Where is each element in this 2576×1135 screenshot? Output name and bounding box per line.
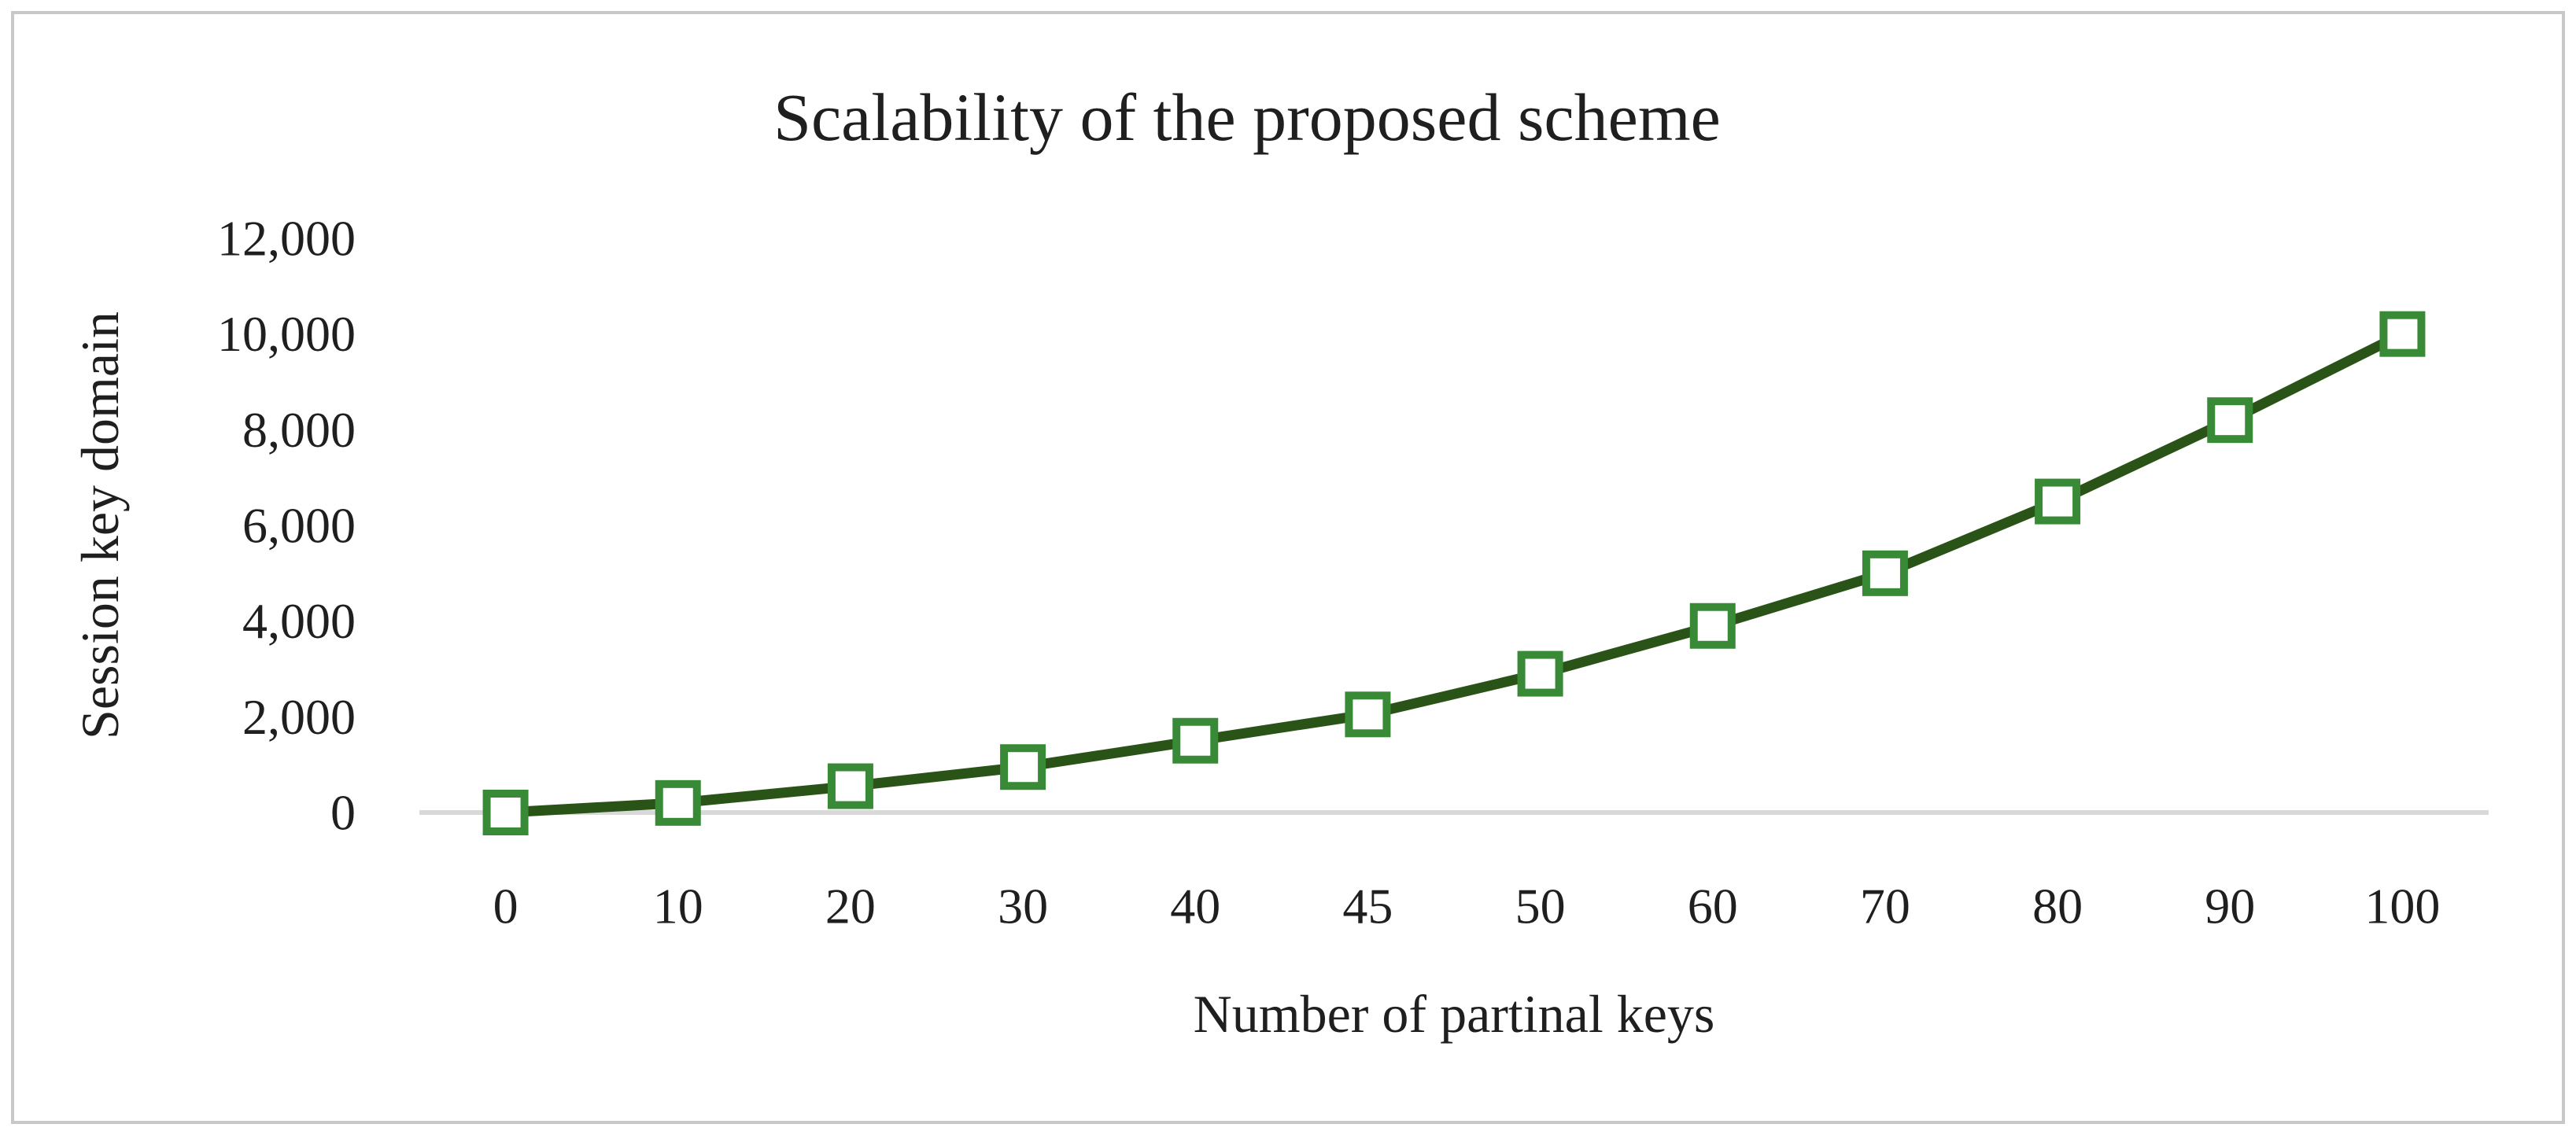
data-point-marker [655, 779, 701, 826]
data-point-marker [2035, 478, 2081, 525]
x-tick-label: 10 [653, 879, 703, 934]
data-point-marker [1000, 744, 1046, 790]
x-tick-label: 50 [1515, 879, 1566, 934]
x-tick-label: 45 [1342, 879, 1393, 934]
y-tick-label: 2,000 [242, 689, 356, 745]
y-tick-label: 4,000 [242, 593, 356, 649]
x-tick-label: 40 [1170, 879, 1220, 934]
x-tick-label: 70 [1860, 879, 1910, 934]
chart-frame-border [11, 11, 2565, 1124]
x-tick-label: 100 [2364, 879, 2440, 934]
series-markers [482, 311, 2426, 835]
x-axis-title: Number of partinal keys [1194, 984, 1715, 1044]
data-point-marker [1862, 550, 1908, 596]
y-axis-title: Session key domain [70, 311, 130, 739]
y-tick-label: 10,000 [217, 306, 356, 362]
y-tick-label: 8,000 [242, 402, 356, 458]
data-point-marker [827, 763, 873, 809]
data-point-marker [482, 790, 529, 835]
data-point-marker [2207, 397, 2253, 444]
data-point-marker [1345, 691, 1391, 738]
x-tick-label: 0 [493, 879, 519, 934]
y-tick-label: 0 [330, 785, 356, 841]
data-point-marker [1689, 603, 1736, 649]
data-point-marker [1172, 717, 1219, 764]
data-point-marker [1517, 650, 1563, 697]
x-tick-label: 30 [998, 879, 1048, 934]
y-tick-label: 6,000 [242, 498, 356, 554]
y-tick-label: 12,000 [217, 211, 356, 267]
x-tick-label: 90 [2205, 879, 2255, 934]
series-line [500, 329, 2408, 818]
x-tick-label: 20 [825, 879, 876, 934]
x-tick-label: 60 [1688, 879, 1738, 934]
x-tick-label: 80 [2032, 879, 2083, 934]
chart-title: Scalability of the proposed scheme [773, 79, 1721, 155]
y-tick-labels: 0 2,000 4,000 6,000 8,000 10,000 12,000 [217, 211, 356, 841]
series-group [482, 311, 2426, 835]
data-point-marker [2379, 311, 2426, 357]
x-tick-labels: 0 10 20 30 40 45 50 60 70 80 90 100 [493, 879, 2441, 934]
